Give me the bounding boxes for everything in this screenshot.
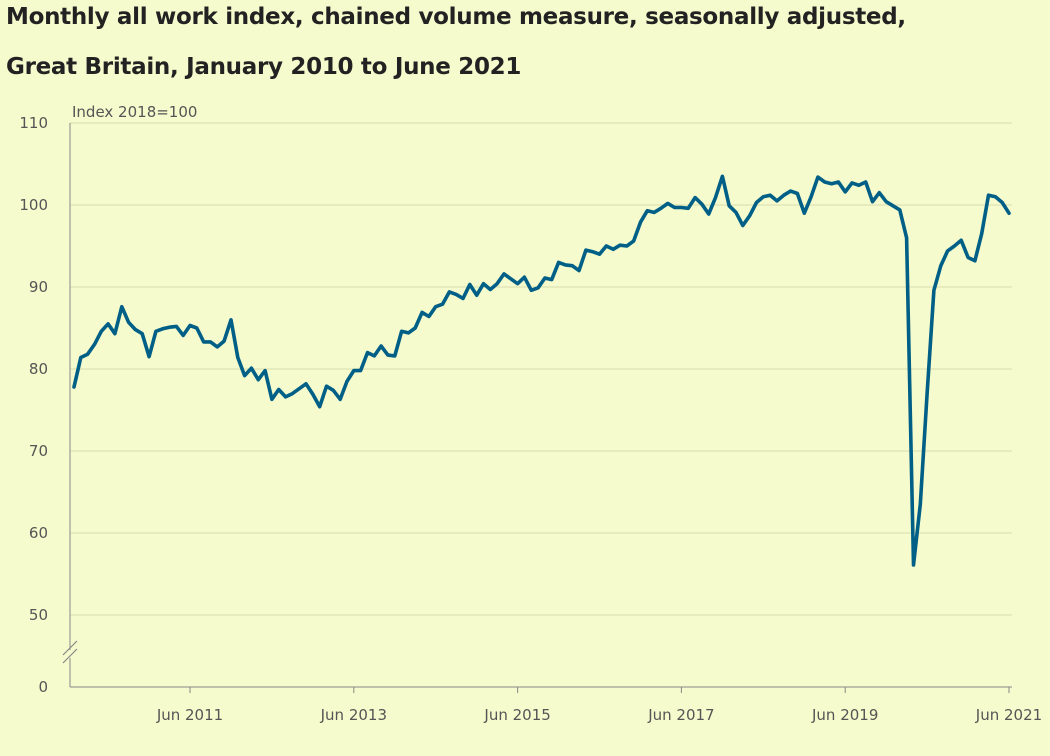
series-line	[72, 174, 1011, 567]
x-tick-label: Jun 2021	[975, 706, 1042, 724]
axes	[62, 123, 1012, 693]
y-axis-break-mark-2	[62, 648, 78, 664]
y-tick-labels: 0 50 60 70 80 90 100 110	[19, 114, 48, 696]
y-tick-label-70: 70	[29, 442, 48, 460]
chart-title-line-2: Great Britain, January 2010 to June 2021	[6, 54, 522, 80]
chart-title-line-1: Monthly all work index, chained volume m…	[6, 4, 906, 30]
x-tick-label: Jun 2019	[811, 706, 878, 724]
y-tick-label-60: 60	[29, 524, 48, 542]
x-tick-label: Jun 2015	[483, 706, 550, 724]
y-axis-break-mark-1	[62, 640, 78, 656]
y-tick-label-50: 50	[29, 606, 48, 624]
x-tick-label: Jun 2013	[320, 706, 387, 724]
y-tick-label-80: 80	[29, 360, 48, 378]
x-tick-label: Jun 2017	[647, 706, 714, 724]
y-tick-label-90: 90	[29, 278, 48, 296]
y-axis-unit-label: Index 2018=100	[72, 103, 197, 121]
gridlines	[70, 122, 1012, 616]
x-tick-labels: Jun 2011 Jun 2013 Jun 2015 Jun 2017 Jun 2019…	[156, 706, 1042, 724]
y-tick-label-100: 100	[19, 196, 48, 214]
y-tick-label-110: 110	[19, 114, 48, 132]
y-tick-label-0: 0	[38, 678, 48, 696]
x-tick-label: Jun 2011	[156, 706, 223, 724]
